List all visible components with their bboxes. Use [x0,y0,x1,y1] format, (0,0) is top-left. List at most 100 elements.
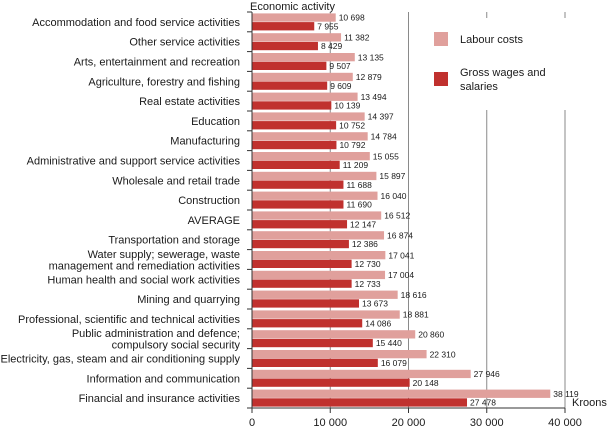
data-label-gross-wages-other-service-activities: 8 429 [321,41,343,51]
legend-label-gross-wages: Gross wages and salaries [460,67,546,93]
category-label-transportation-and-storage: Transportation and storage [108,235,240,247]
data-label-labour-costs-transportation-and-storage: 16 874 [387,231,413,241]
category-label-information-and-communication: Information and communication [87,373,240,385]
bar-gross-wages-financial-and-insurance-activities [252,398,468,407]
data-label-labour-costs-administrative-and-support-service-activities: 15 055 [373,151,399,161]
data-label-gross-wages-wholesale-and-retail-trade: 11 688 [346,180,372,190]
bar-gross-wages-professional-scientific-and-technical-activities [252,319,363,328]
bar-labour-costs-real-estate-activities [252,92,358,101]
data-label-gross-wages-electricity-gas-steam-and-air-conditioning-supply: 16 079 [381,358,407,368]
data-label-gross-wages-mining-and-quarrying: 13 673 [362,299,388,309]
category-label-administrative-and-support-service-activities: Administrative and support service activ… [27,156,241,168]
bar-gross-wages-mining-and-quarrying [252,299,359,308]
category-label-wholesale-and-retail-trade: Wholesale and retail trade [112,175,240,187]
bar-labour-costs-agriculture-forestry-and-fishing [252,72,353,82]
bar-gross-wages-other-service-activities [252,41,318,51]
bar-labour-costs-human-health-and-social-work-activities [252,270,386,280]
category-label-education: Education [191,116,240,128]
data-label-labour-costs-real-estate-activities: 13 494 [361,92,387,102]
legend-label-labour-costs: Labour costs [460,34,523,46]
bar-labour-costs-average [252,211,382,220]
bar-gross-wages-electricity-gas-steam-and-air-conditioning-supply [252,358,378,367]
category-label-other-service-activities: Other service activities [129,37,240,49]
bar-gross-wages-agriculture-forestry-and-fishing [252,81,328,90]
data-label-labour-costs-accommodation-and-food-service-activities: 10 698 [339,13,365,23]
data-label-labour-costs-manufacturing: 14 784 [371,132,397,142]
data-label-gross-wages-transportation-and-storage: 12 386 [352,239,378,249]
bar-gross-wages-wholesale-and-retail-trade [252,180,344,189]
data-label-labour-costs-agriculture-forestry-and-fishing: 12 879 [356,72,382,82]
bar-gross-wages-education [252,121,337,130]
data-label-labour-costs-average: 16 512 [384,211,410,221]
data-label-gross-wages-real-estate-activities: 10 139 [334,101,360,111]
bar-labour-costs-electricity-gas-steam-and-air-conditioning-supply [252,350,427,359]
category-label-average: AVERAGE [188,215,240,227]
data-label-gross-wages-administrative-and-support-service-activities: 11 209 [343,160,369,170]
data-label-gross-wages-information-and-communication: 20 148 [413,378,439,388]
data-label-labour-costs-financial-and-insurance-activities: 38 119 [553,389,579,399]
bar-labour-costs-other-service-activities [252,33,342,42]
data-label-gross-wages-education: 10 752 [339,120,365,130]
bar-gross-wages-construction [252,200,344,209]
data-label-labour-costs-wholesale-and-retail-trade: 15 897 [379,171,405,181]
bar-labour-costs-administrative-and-support-service-activities [252,152,370,161]
legend-background [420,18,580,110]
category-label-professional-scientific-and-technical-activities: Professional, scientific and technical a… [18,314,240,326]
data-label-labour-costs-information-and-communication: 27 946 [474,369,500,379]
data-label-gross-wages-accommodation-and-food-service-activities: 7 955 [317,21,339,31]
category-label-agriculture-forestry-and-fishing: Agriculture, forestry and fishing [88,76,240,88]
category-label-arts-entertainment-and-recreation: Arts, entertainment and recreation [74,57,240,69]
bar-labour-costs-mining-and-quarrying [252,290,398,299]
category-label-water-supply-sewerage-waste-management-and-remediation-activities: Water supply; sewerage, waste management … [49,249,241,273]
category-label-accommodation-and-food-service-activities: Accommodation and food service activitie… [32,17,240,29]
axes: Accommodation and food service activitie… [1,11,582,428]
data-label-labour-costs-human-health-and-social-work-activities: 17 004 [388,270,414,280]
category-label-mining-and-quarrying: Mining and quarrying [137,294,240,306]
data-label-gross-wages-water-supply-sewerage-waste-management-and-remediation-activities: 12 730 [355,259,381,269]
bar-gross-wages-information-and-communication [252,378,410,387]
category-label-real-estate-activities: Real estate activities [139,96,240,108]
bar-labour-costs-water-supply-sewerage-waste-management-and-remediation-activities [252,251,386,260]
data-label-labour-costs-electricity-gas-steam-and-air-conditioning-supply: 22 310 [430,349,456,359]
y-axis-title: Economic activity [250,1,335,13]
bar-labour-costs-financial-and-insurance-activities [252,389,551,398]
data-label-labour-costs-arts-entertainment-and-recreation: 13 135 [358,52,384,62]
x-tick-label-1: 10 000 [313,417,347,428]
category-label-construction: Construction [178,195,240,207]
data-label-gross-wages-financial-and-insurance-activities: 27 478 [470,398,496,408]
category-label-financial-and-insurance-activities: Financial and insurance activities [79,393,241,405]
legend: Labour costs Gross wages and salaries [420,18,580,110]
data-label-gross-wages-average: 12 147 [350,219,376,229]
data-label-gross-wages-public-administration-and-defence-compulsory-social-security: 15 440 [376,338,402,348]
bar-labour-costs-transportation-and-storage [252,231,385,240]
legend-swatch-labour-costs [434,32,448,46]
x-tick-label-2: 20 000 [392,417,426,428]
bar-gross-wages-real-estate-activities [252,101,332,110]
x-axis-title: Kroons [572,397,607,409]
bar-labour-costs-education [252,112,365,121]
bar-gross-wages-water-supply-sewerage-waste-management-and-remediation-activities [252,259,352,268]
data-label-gross-wages-construction: 11 690 [346,200,372,210]
bar-gross-wages-average [252,220,348,229]
bar-gross-wages-human-health-and-social-work-activities [252,279,352,288]
category-label-human-health-and-social-work-activities: Human health and social work activities [47,274,240,286]
bar-gross-wages-manufacturing [252,140,337,150]
x-tick-label-3: 30 000 [470,417,504,428]
bar-gross-wages-administrative-and-support-service-activities [252,160,340,169]
bar-labour-costs-wholesale-and-retail-trade [252,171,377,181]
bar-labour-costs-manufacturing [252,132,368,141]
category-label-public-administration-and-defence-compulsory-social-security: Public administration and defence; compul… [72,328,241,352]
data-label-gross-wages-agriculture-forestry-and-fishing: 9 609 [330,81,352,91]
data-label-labour-costs-education: 14 397 [368,112,394,122]
data-label-labour-costs-mining-and-quarrying: 18 616 [401,290,427,300]
bar-labour-costs-information-and-communication [252,369,471,379]
bar-gross-wages-accommodation-and-food-service-activities [252,22,315,31]
bar-labour-costs-arts-entertainment-and-recreation [252,53,355,62]
data-label-gross-wages-professional-scientific-and-technical-activities: 14 086 [365,318,391,328]
data-label-gross-wages-human-health-and-social-work-activities: 12 733 [355,279,381,289]
bar-labour-costs-public-administration-and-defence-compulsory-social-security [252,330,416,339]
bar-labour-costs-accommodation-and-food-service-activities [252,13,336,22]
data-label-labour-costs-public-administration-and-defence-compulsory-social-security: 20 860 [418,330,444,340]
